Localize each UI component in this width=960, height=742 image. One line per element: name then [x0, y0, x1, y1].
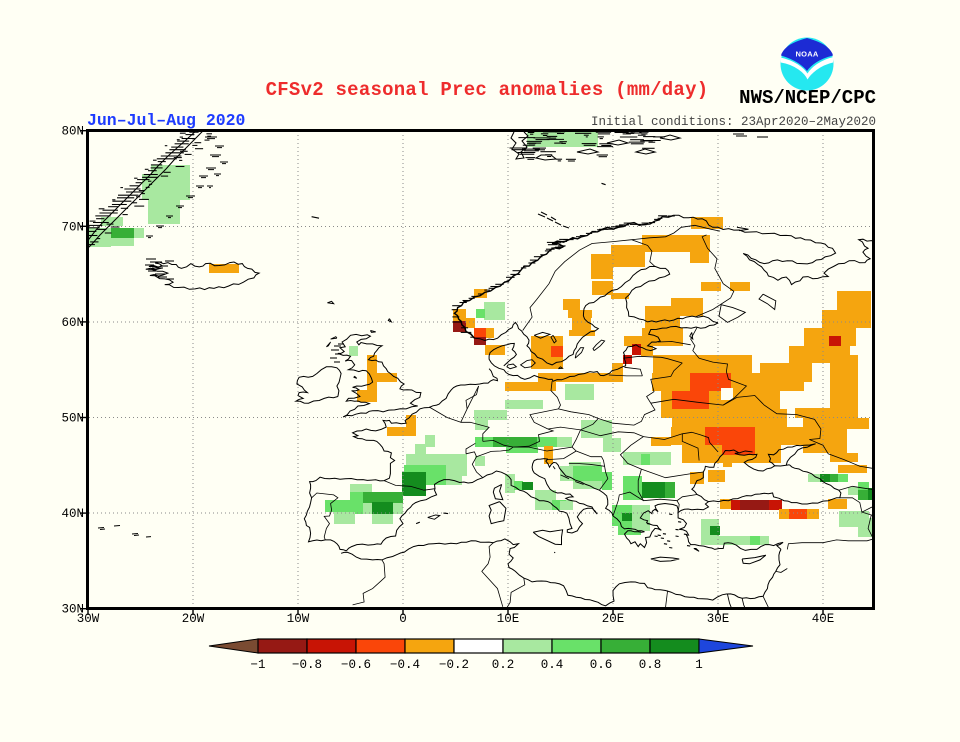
- svg-text:−0.2: −0.2: [439, 658, 469, 672]
- svg-text:Initial conditions: 23Apr2020–: Initial conditions: 23Apr2020–2May2020: [591, 115, 876, 129]
- svg-text:40E: 40E: [812, 612, 835, 626]
- svg-text:0.6: 0.6: [590, 658, 613, 672]
- svg-text:1: 1: [695, 658, 703, 672]
- svg-text:30W: 30W: [77, 612, 100, 626]
- svg-text:30E: 30E: [707, 612, 730, 626]
- svg-text:20E: 20E: [602, 612, 625, 626]
- svg-text:−0.6: −0.6: [341, 658, 371, 672]
- svg-text:NWS/NCEP/CPC: NWS/NCEP/CPC: [739, 87, 876, 109]
- svg-text:−0.4: −0.4: [390, 658, 420, 672]
- svg-text:80N: 80N: [61, 125, 84, 139]
- svg-text:30N: 30N: [61, 603, 84, 617]
- svg-text:−1: −1: [250, 658, 265, 672]
- svg-text:0.8: 0.8: [639, 658, 662, 672]
- svg-text:Jun–Jul–Aug 2020: Jun–Jul–Aug 2020: [87, 111, 245, 130]
- svg-text:NOAA: NOAA: [796, 50, 819, 59]
- svg-text:10E: 10E: [497, 612, 520, 626]
- svg-text:0.4: 0.4: [541, 658, 564, 672]
- svg-text:10W: 10W: [287, 612, 310, 626]
- svg-text:0: 0: [399, 612, 407, 626]
- svg-text:−0.8: −0.8: [292, 658, 322, 672]
- svg-text:70N: 70N: [61, 220, 84, 234]
- svg-text:CFSv2 seasonal Prec anomalies: CFSv2 seasonal Prec anomalies (mm/day): [266, 79, 709, 101]
- svg-text:20W: 20W: [182, 612, 205, 626]
- svg-text:0.2: 0.2: [492, 658, 515, 672]
- svg-text:60N: 60N: [61, 316, 84, 330]
- svg-text:40N: 40N: [61, 507, 84, 521]
- svg-text:50N: 50N: [61, 412, 84, 426]
